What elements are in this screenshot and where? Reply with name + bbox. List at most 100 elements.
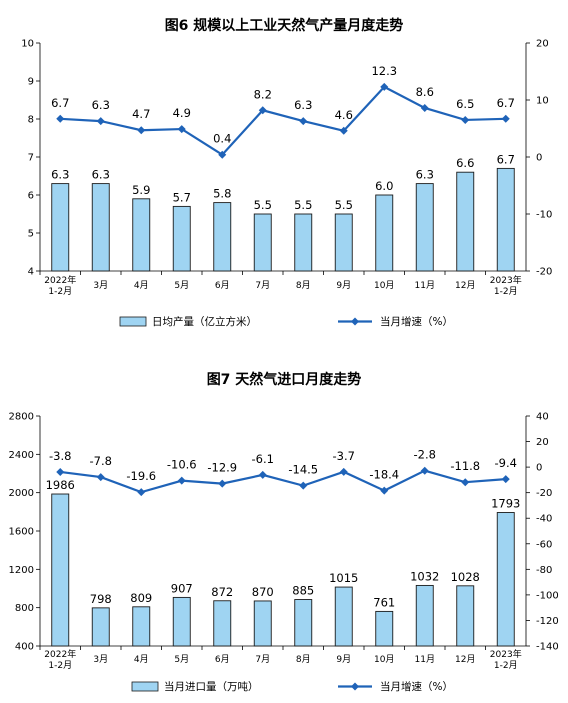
y-left-tick-label: 1600 — [9, 527, 34, 538]
y-right-tick-label: 0 — [536, 153, 542, 164]
bar-data-label: 870 — [252, 585, 274, 599]
line-data-label: 8.2 — [254, 87, 272, 101]
bar — [334, 586, 353, 647]
x-tick-label: 3月 — [93, 654, 108, 665]
bar — [456, 585, 475, 647]
line-point — [137, 488, 146, 497]
legend-line-label: 当月增速（%） — [380, 315, 453, 328]
legend-bar-swatch — [119, 316, 147, 327]
x-tick-label-line: 6月 — [215, 280, 230, 291]
line-point — [258, 470, 267, 479]
line-point — [380, 82, 389, 91]
x-tick-label: 8月 — [296, 654, 311, 665]
x-tick-label: 9月 — [336, 654, 351, 665]
x-tick-label-line: 10月 — [374, 654, 394, 665]
line-data-label: -12.9 — [207, 461, 237, 475]
bar — [496, 167, 515, 272]
y-left-tick-label: 9 — [28, 77, 34, 88]
y-left-tick-label: 2400 — [9, 450, 34, 461]
y-right-tick-label: -10 — [536, 210, 552, 221]
line-data-label: 4.7 — [132, 107, 150, 121]
bar — [132, 606, 151, 647]
legend-bar-label: 当月进口量（万吨） — [164, 680, 259, 693]
line-point — [177, 125, 186, 134]
bar — [91, 183, 110, 272]
y-right-tick-label: -140 — [536, 642, 559, 653]
bar — [496, 512, 515, 647]
y-right-tick-label: -120 — [536, 616, 559, 627]
bar-data-label: 1793 — [491, 497, 520, 511]
line-point — [56, 467, 65, 476]
line-point — [258, 106, 267, 115]
y-left-tick-label: 5 — [28, 229, 34, 240]
chart-title: 图6 规模以上工业天然气产量月度走势 — [165, 17, 404, 34]
line-point — [380, 486, 389, 495]
x-tick-label-line: 5月 — [174, 280, 189, 291]
bar-data-label: 5.5 — [294, 198, 312, 212]
bar — [172, 205, 191, 272]
line-point — [96, 473, 105, 482]
line-point — [137, 126, 146, 135]
y-right-tick-label: -40 — [536, 514, 552, 525]
x-tick-label-line: 1-2月 — [494, 286, 518, 297]
bar-data-label: 6.6 — [456, 156, 474, 170]
line-point — [339, 126, 348, 135]
x-tick-label: 3月 — [93, 280, 108, 291]
line-point — [420, 103, 429, 112]
x-tick-label-line: 4月 — [134, 654, 149, 665]
line-point — [96, 117, 105, 126]
legend-line-name: 当月增速（% — [380, 680, 442, 693]
bar — [213, 202, 232, 272]
x-tick-label-line: 1-2月 — [48, 660, 72, 671]
bar-data-label: 5.8 — [213, 187, 231, 201]
bar-data-label: 6.3 — [51, 168, 69, 182]
bar-data-label: 761 — [373, 595, 395, 609]
legend: 当月进口量（万吨） 当月增速（%） — [131, 680, 453, 693]
x-tick-label: 6月 — [215, 280, 230, 291]
x-tick-label: 10月 — [374, 654, 394, 665]
bar-data-label: 6.3 — [92, 168, 110, 182]
x-tick-label-line: 4月 — [134, 280, 149, 291]
x-tick-label-line: 5月 — [174, 654, 189, 665]
y-right-tick-label: 0 — [536, 463, 542, 474]
x-tick-label-line: 12月 — [455, 280, 475, 291]
x-tick-label-line: 2023年 — [490, 274, 522, 286]
x-tick-label: 9月 — [336, 280, 351, 291]
bar — [294, 213, 313, 272]
line-data-label: -11.8 — [450, 459, 480, 473]
y-right-tick-label: 20 — [536, 437, 549, 448]
bar-data-label: 5.5 — [254, 198, 272, 212]
x-tick-label: 4月 — [134, 280, 149, 291]
legend: 日均产量（亿立方米） 当月增速（%） — [119, 315, 453, 328]
line-data-label: 6.5 — [456, 97, 474, 111]
bar-data-label: 1032 — [410, 569, 439, 583]
x-tick-label-line: 9月 — [336, 654, 351, 665]
y-left-tick-label: 1200 — [9, 565, 34, 576]
legend-bar-name: 当月进口量（万吨 — [164, 680, 248, 693]
bar-data-label: 885 — [292, 584, 314, 598]
line-data-label: 6.3 — [294, 98, 312, 112]
line-point — [501, 475, 510, 484]
legend-line-label: 当月增速（%） — [380, 680, 453, 693]
bar-data-label: 1028 — [451, 570, 480, 584]
legend-bar-swatch — [131, 681, 159, 692]
line-point — [177, 476, 186, 485]
bar — [375, 194, 394, 272]
x-tick-label: 11月 — [415, 280, 435, 291]
legend-bar-suffix: ） — [247, 316, 258, 328]
chart-title: 图7 天然气进口月度走势 — [207, 371, 362, 388]
y-left-tick-label: 800 — [15, 603, 34, 614]
bar — [294, 599, 313, 647]
x-tick-label: 5月 — [174, 280, 189, 291]
growth-line — [60, 469, 506, 494]
y-right-tick-label: 20 — [536, 39, 549, 50]
y-left-tick-label: 8 — [28, 115, 34, 126]
x-tick-label: 12月 — [455, 654, 475, 665]
line-point — [218, 479, 227, 488]
line-data-label: -19.6 — [126, 469, 156, 483]
x-tick-label-line: 8月 — [296, 654, 311, 665]
line-data-label: -2.8 — [414, 448, 436, 462]
line-data-label: -18.4 — [369, 468, 399, 482]
y-right-tick-label: -80 — [536, 565, 552, 576]
